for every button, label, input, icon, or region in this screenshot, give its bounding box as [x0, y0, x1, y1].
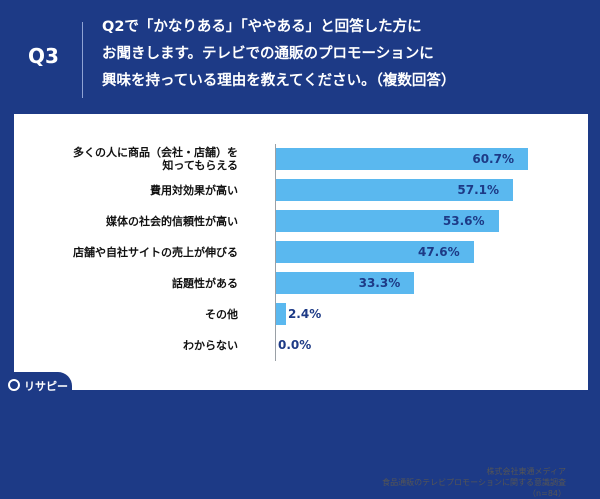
- category-label: 費用対効果が高い: [18, 184, 238, 197]
- value-label: 60.7%: [472, 152, 514, 166]
- value-label: 33.3%: [358, 276, 401, 290]
- question-header: Q3 Q2で「かなりある」「ややある」と回答した方に お聞きします。テレビでの通…: [0, 0, 600, 112]
- source-line: 食品通販のテレビプロモーションに関する意識調査: [382, 478, 566, 487]
- question-text: Q2で「かなりある」「ややある」と回答した方に お聞きします。テレビでの通販のプ…: [102, 14, 582, 95]
- location-pin-icon: [8, 379, 20, 391]
- question-line: お聞きします。テレビでの通販のプロモーションに: [102, 46, 434, 62]
- category-label-line: 店舗や自社サイトの売上が伸びる: [73, 245, 238, 259]
- source-note: 株式会社東通メディア 食品通販のテレビプロモーションに関する意識調査 （n=84…: [382, 466, 566, 499]
- bar: [276, 148, 528, 170]
- category-label: わからない: [18, 339, 238, 352]
- value-label: 2.4%: [287, 307, 322, 321]
- question-line: Q2で「かなりある」「ややある」と回答した方に: [102, 19, 422, 35]
- category-label-line: その他: [205, 307, 238, 321]
- bar: [276, 179, 514, 201]
- category-label-line: 媒体の社会的信頼性が高い: [106, 214, 238, 228]
- category-label: 店舗や自社サイトの売上が伸びる: [18, 246, 238, 259]
- category-label-line: 多くの人に商品（会社・店舗）を: [73, 146, 238, 159]
- question-line: 興味を持っている理由を教えてください。（複数回答）: [102, 73, 456, 89]
- bar: [276, 210, 499, 232]
- category-label: 多くの人に商品（会社・店舗）を 知ってもらえる: [18, 146, 238, 172]
- bar: [276, 241, 474, 263]
- value-label: 53.6%: [442, 214, 485, 228]
- category-label: その他: [18, 308, 238, 321]
- category-label-line: 話題性がある: [172, 276, 238, 290]
- category-label-line: 知ってもらえる: [162, 159, 238, 172]
- source-line: （n=84）: [528, 489, 566, 498]
- category-label: 媒体の社会的信頼性が高い: [18, 215, 238, 228]
- value-label: 57.1%: [457, 183, 500, 197]
- category-label-line: 費用対効果が高い: [150, 183, 238, 197]
- chart-card: 多くの人に商品（会社・店舗）を 知ってもらえる 60.7% 費用対効果が高い 57.1%…: [14, 114, 588, 498]
- category-label: 話題性がある: [18, 277, 238, 290]
- bar: [276, 272, 415, 294]
- bar: [276, 303, 286, 325]
- chart-axis: [275, 144, 276, 361]
- question-number: Q3: [28, 44, 59, 68]
- category-label-line: わからない: [183, 338, 238, 352]
- value-label: 47.6%: [417, 245, 460, 259]
- value-label: 0.0%: [278, 338, 312, 352]
- brand-logo: リサピー: [0, 372, 72, 400]
- brand-logo-text: リサピー: [24, 380, 68, 393]
- source-line: 株式会社東通メディア: [486, 467, 566, 476]
- header-divider: [82, 22, 83, 98]
